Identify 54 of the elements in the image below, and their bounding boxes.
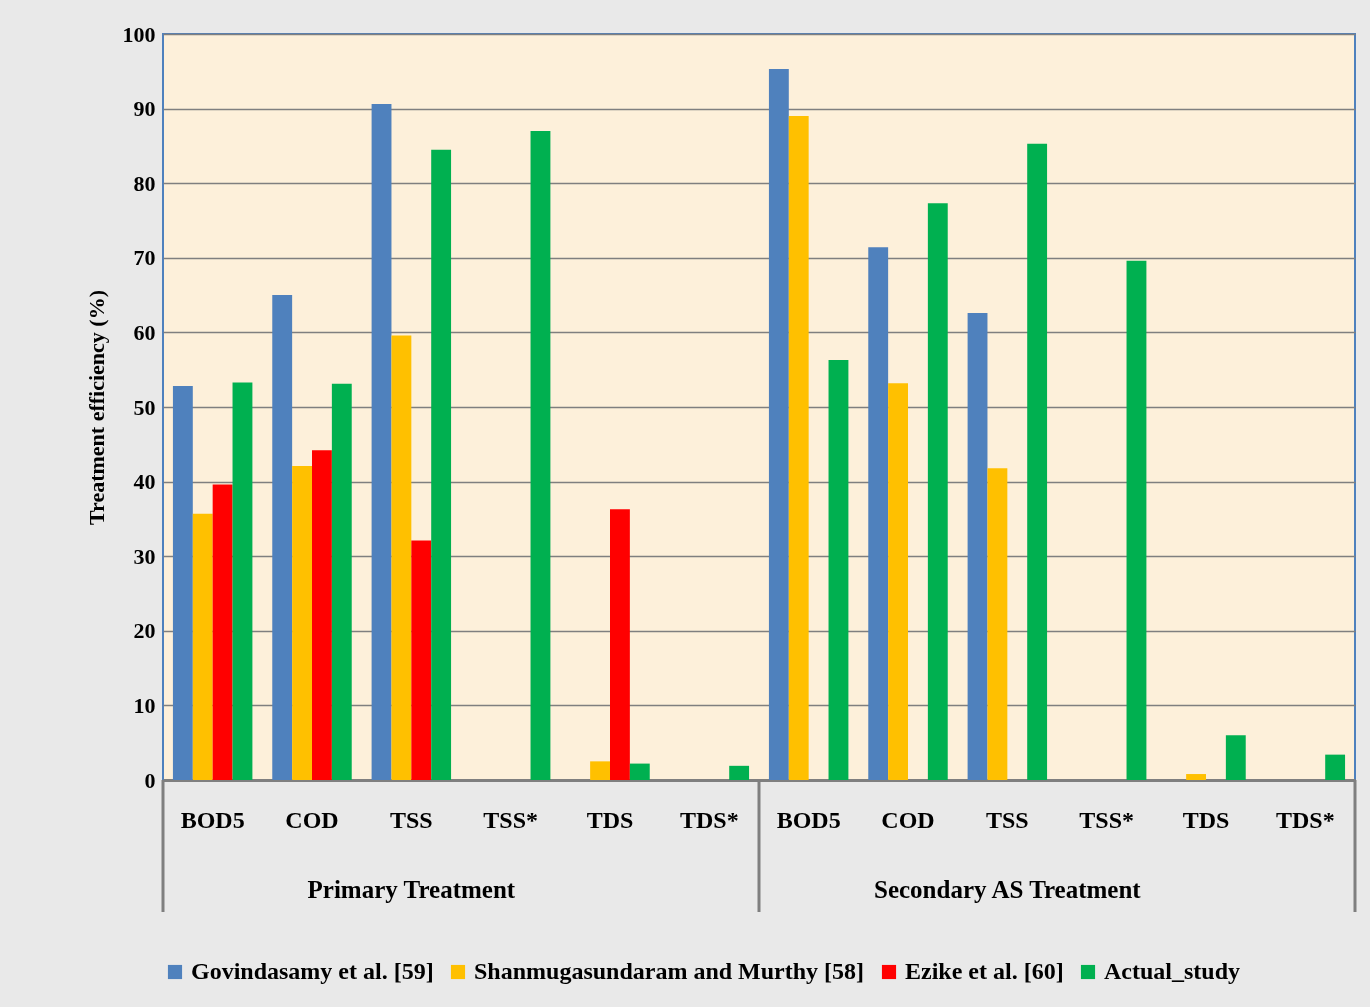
bar: [292, 465, 312, 780]
x-tick-label: BOD5: [776, 806, 841, 833]
bar: [629, 763, 650, 780]
bar: [1325, 754, 1346, 780]
bar: [1186, 774, 1206, 780]
legend-label: Actual_study: [1104, 958, 1241, 984]
x-tick-label: TSS*: [1079, 806, 1135, 833]
bar: [232, 382, 253, 780]
x-tick-label: COD: [285, 806, 339, 833]
y-tick-label: 10: [133, 692, 156, 718]
y-tick-label: 70: [133, 245, 156, 271]
bar: [530, 130, 551, 780]
bar: [927, 203, 948, 780]
y-tick-label: 50: [133, 394, 156, 420]
bar: [192, 513, 213, 780]
y-axis-title: Treatment efficiency (%): [83, 290, 109, 525]
bar: [331, 383, 352, 780]
y-tick-label: 30: [133, 543, 156, 569]
bar: [212, 484, 233, 780]
bar: [1225, 735, 1246, 780]
bar: [590, 761, 610, 780]
legend-label: Ezike et al. [60]: [905, 958, 1064, 984]
x-tick-label: TSS: [389, 806, 433, 833]
bar: [729, 765, 750, 780]
legend-label: Govindasamy et al. [59]: [191, 958, 434, 984]
y-tick-label: 80: [133, 170, 156, 196]
bar: [1027, 143, 1048, 780]
y-tick-label: 60: [133, 319, 156, 345]
bar: [788, 116, 809, 780]
bar: [987, 468, 1008, 780]
y-tick-label: 0: [144, 767, 156, 793]
bar: [391, 335, 412, 780]
bar: [431, 149, 452, 780]
bar: [610, 509, 630, 780]
bar: [828, 360, 849, 780]
x-tick-label: TDS*: [679, 806, 739, 833]
text: Primary Treatment: [307, 876, 516, 903]
y-tick-label: 40: [133, 469, 156, 495]
y-tick-label: 100: [122, 21, 156, 47]
x-tick-label: TDS: [1182, 806, 1230, 833]
bar: [312, 450, 332, 780]
x-tick-label: TSS: [985, 806, 1029, 833]
bar: [1126, 260, 1147, 780]
legend-label: Shanmugasundaram and Murthy [58]: [474, 958, 865, 984]
y-tick-label: 90: [133, 96, 156, 122]
x-tick-label: TDS: [586, 806, 634, 833]
x-tick-label: TDS*: [1275, 806, 1335, 833]
bar: [411, 540, 432, 780]
x-tick-label: TSS*: [483, 806, 539, 833]
bar: [888, 383, 908, 780]
text: Secondary AS Treatment: [874, 876, 1142, 903]
x-tick-label: BOD5: [180, 806, 245, 833]
x-tick-label: COD: [881, 806, 935, 833]
y-tick-label: 20: [133, 618, 156, 644]
